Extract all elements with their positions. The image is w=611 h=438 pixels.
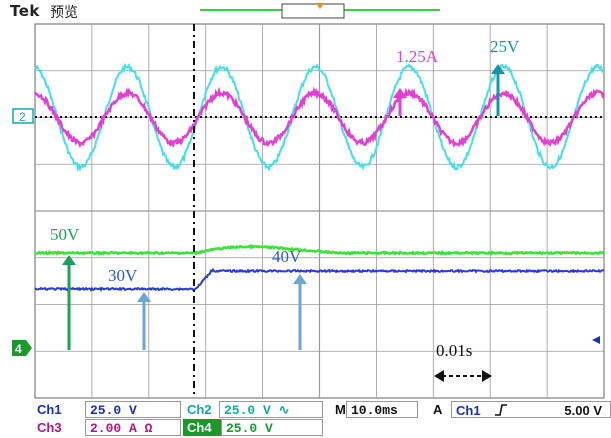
ch4-ground-marker[interactable]: 4 (12, 340, 32, 356)
graticule (34, 23, 605, 399)
timebase-value[interactable]: 10.0ms (346, 401, 418, 418)
voltage-50v-arrow-icon (62, 255, 76, 350)
ch3-scale[interactable]: 2.00 A Ω (85, 419, 181, 436)
current-annotation: 1.25A (396, 47, 439, 66)
trigger-readout[interactable]: Ch1 5.00 V (451, 401, 611, 418)
voltage-40v-annotation: 40V (272, 247, 302, 266)
ch3-label[interactable]: Ch3 (37, 420, 62, 435)
voltage-30v-arrow-icon (137, 292, 151, 350)
reference-marker-label: 2 (19, 110, 26, 124)
voltage-30v-annotation: 30V (108, 266, 138, 285)
trigger-level-icon[interactable] (592, 336, 600, 344)
waveform-area (33, 62, 605, 292)
trigger-level: 5.00 V (564, 403, 602, 418)
time-span-arrow-icon (434, 370, 492, 382)
ch4-marker-label: 4 (15, 342, 22, 356)
timebase-label: M (335, 402, 346, 417)
ch1-voltage-trace (34, 267, 605, 292)
ch1-label[interactable]: Ch1 (37, 402, 62, 417)
ch1-scale[interactable]: 25.0 V (85, 401, 181, 418)
trigger-source: Ch1 (456, 403, 481, 418)
ch3-current-trace (33, 86, 605, 148)
oscilloscope-display: 2 4 1.25A 25V 50V 30V 40V 0.01s (12, 3, 605, 399)
voltage-peak-annotation: 25V (490, 37, 520, 56)
ch4-scale[interactable]: 25.0 V (221, 419, 323, 436)
record-view-window[interactable] (281, 3, 345, 19)
reference-marker-2[interactable]: 2 (12, 108, 34, 124)
time-span-annotation: 0.01s (436, 341, 472, 360)
ch2-label[interactable]: Ch2 (187, 402, 212, 417)
ch4-voltage-trace (34, 243, 605, 256)
annotation-arrows (62, 64, 505, 350)
rising-edge-icon (495, 404, 508, 416)
ch4-label[interactable]: Ch4 (183, 419, 221, 436)
status-bar: Ch1 25.0 V Ch2 25.0 V ∿ M 10.0ms A Ch1 5… (33, 400, 611, 438)
voltage-peak-arrow-icon (491, 64, 505, 116)
ch2-scale[interactable]: 25.0 V ∿ (219, 401, 323, 418)
top-bar: Tek 预览 (0, 0, 611, 22)
ac-coupling-icon: ∿ (278, 403, 290, 418)
ch2-voltage-trace (34, 62, 605, 173)
trigger-mode[interactable]: A (433, 402, 443, 417)
voltage-40v-arrow-icon (293, 274, 307, 350)
trigger-position-icon (316, 3, 324, 9)
voltage-50v-annotation: 50V (50, 225, 80, 244)
acquisition-mode-label: 预览 (50, 5, 78, 21)
current-arrow-icon (393, 88, 407, 116)
brand-logo: Tek (10, 2, 40, 20)
